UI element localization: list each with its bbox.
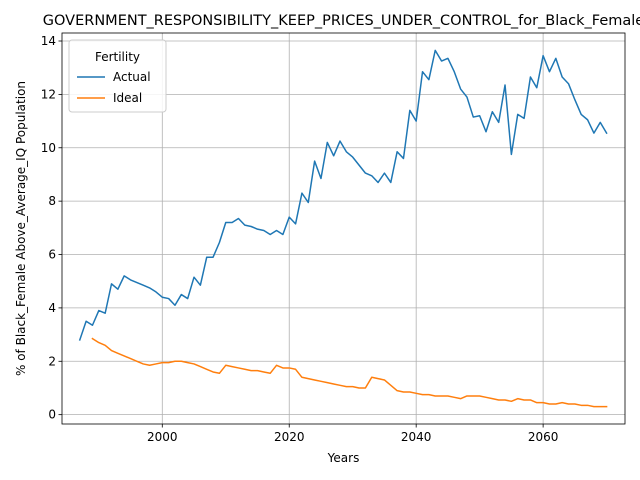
- y-tick-label: 12: [41, 87, 56, 101]
- y-tick-label: 4: [48, 301, 56, 315]
- plot-frame: [61, 32, 626, 425]
- series-line-ideal: [91, 337, 608, 408]
- x-tick-label: 2000: [147, 430, 178, 444]
- y-tick-label: 0: [48, 408, 56, 422]
- x-tick-label: 2060: [528, 430, 559, 444]
- x-axis-ticks: 2000 2020 2040 2060: [147, 424, 558, 444]
- series-lines: [78, 49, 608, 408]
- chart-title: GOVERNMENT_RESPONSIBILITY_KEEP_PRICES_UN…: [43, 13, 640, 29]
- x-tick-label: 2020: [274, 430, 305, 444]
- x-tick-label: 2040: [401, 430, 432, 444]
- legend-label-ideal: Ideal: [113, 91, 142, 105]
- series-line-actual: [78, 49, 608, 341]
- legend-box: [68, 39, 167, 113]
- y-tick-label: 8: [48, 194, 56, 208]
- y-axis-label: % of Black_Female Above_Average_IQ Popul…: [14, 81, 28, 376]
- legend-title: Fertility: [95, 50, 140, 64]
- y-tick-label: 2: [48, 354, 56, 368]
- y-tick-label: 6: [48, 248, 56, 262]
- y-tick-label: 10: [41, 141, 56, 155]
- legend: Fertility Actual Ideal: [68, 39, 167, 113]
- x-axis-label: Years: [327, 451, 360, 465]
- y-axis-ticks: 0 2 4 6 8 10 12 14: [41, 34, 62, 422]
- y-tick-label: 14: [41, 34, 56, 48]
- legend-label-actual: Actual: [113, 70, 151, 84]
